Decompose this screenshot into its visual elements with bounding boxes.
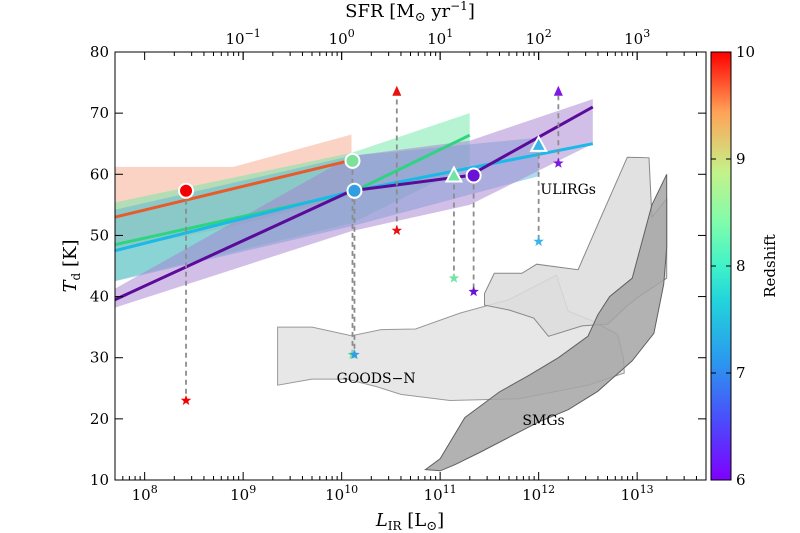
x-tick-label: 109 — [230, 483, 256, 504]
source-markers — [178, 85, 563, 199]
top-tick-label: 101 — [427, 27, 453, 48]
left-axis: 10 20 30 40 50 60 70 80 — [90, 43, 706, 489]
triangle-marker-5 — [529, 134, 548, 152]
limit-star-1 — [553, 157, 564, 168]
region-label-ulirgs: ULIRGs — [540, 182, 596, 198]
y-tick-label: 10 — [90, 471, 109, 489]
star-marker-3 — [448, 272, 460, 283]
dashed-connectors — [185, 95, 560, 401]
x-tick-label: 1011 — [424, 483, 457, 504]
y-tick-label: 80 — [90, 43, 109, 61]
top-axis: 10−1 100 101 102 103 — [225, 27, 650, 60]
x-tick-label: 1010 — [325, 483, 358, 504]
circle-marker-1 — [344, 152, 361, 169]
x-axis-label: LIR [L⊙] — [375, 510, 444, 533]
y-tick-label: 50 — [90, 226, 109, 244]
star-marker-4 — [468, 286, 479, 297]
star-marker-0 — [180, 395, 192, 405]
line-z6 — [115, 105, 594, 301]
line-z10 — [115, 158, 352, 219]
y-tick-label: 40 — [90, 288, 109, 306]
circle-marker-2 — [346, 182, 363, 199]
x-tick-label: 108 — [132, 483, 158, 504]
y-axis-label: Td [K] — [60, 240, 83, 293]
colorbar-tick-label: 6 — [736, 471, 746, 489]
top-tick-label: 100 — [329, 27, 355, 48]
top-axis-label: SFR [M⊙ yr−1] — [345, 0, 475, 25]
region-label-goods-n: GOODS−N — [337, 371, 416, 387]
star-marker-5 — [533, 236, 544, 246]
x-tick-label: 1012 — [522, 483, 555, 504]
colorbar-tick-label: 9 — [736, 150, 746, 168]
observed-regions — [277, 156, 668, 472]
limit-star-0 — [391, 225, 402, 235]
y-tick-label: 70 — [90, 104, 109, 122]
star-marker-2 — [349, 349, 360, 360]
colorbar-label: Redshift — [761, 234, 779, 298]
circle-marker-4 — [465, 167, 482, 184]
circle-marker-0 — [178, 182, 195, 199]
star-markers — [180, 157, 564, 405]
top-tick-label: 10−1 — [225, 27, 260, 48]
colorbar-tick-label: 8 — [736, 257, 746, 275]
y-tick-label: 60 — [90, 165, 109, 183]
colorbar-ticks: 6 7 8 9 10 — [711, 43, 755, 489]
colorbar-tick-label: 7 — [736, 364, 746, 382]
y-tick-label: 30 — [90, 349, 109, 367]
region-labels: GOODS−N ULIRGs SMGs — [337, 182, 596, 429]
x-tick-label: 1013 — [621, 483, 654, 504]
colorbar-tick-label: 10 — [736, 43, 755, 61]
y-tick-label: 20 — [90, 410, 109, 428]
region-smgs — [424, 174, 668, 472]
limit-arrow-0 — [392, 85, 402, 96]
limit-arrow-1 — [553, 85, 563, 96]
top-tick-label: 103 — [624, 27, 650, 48]
top-tick-label: 102 — [526, 27, 552, 48]
triangle-marker-3 — [444, 165, 464, 183]
region-label-smgs: SMGs — [522, 413, 564, 429]
